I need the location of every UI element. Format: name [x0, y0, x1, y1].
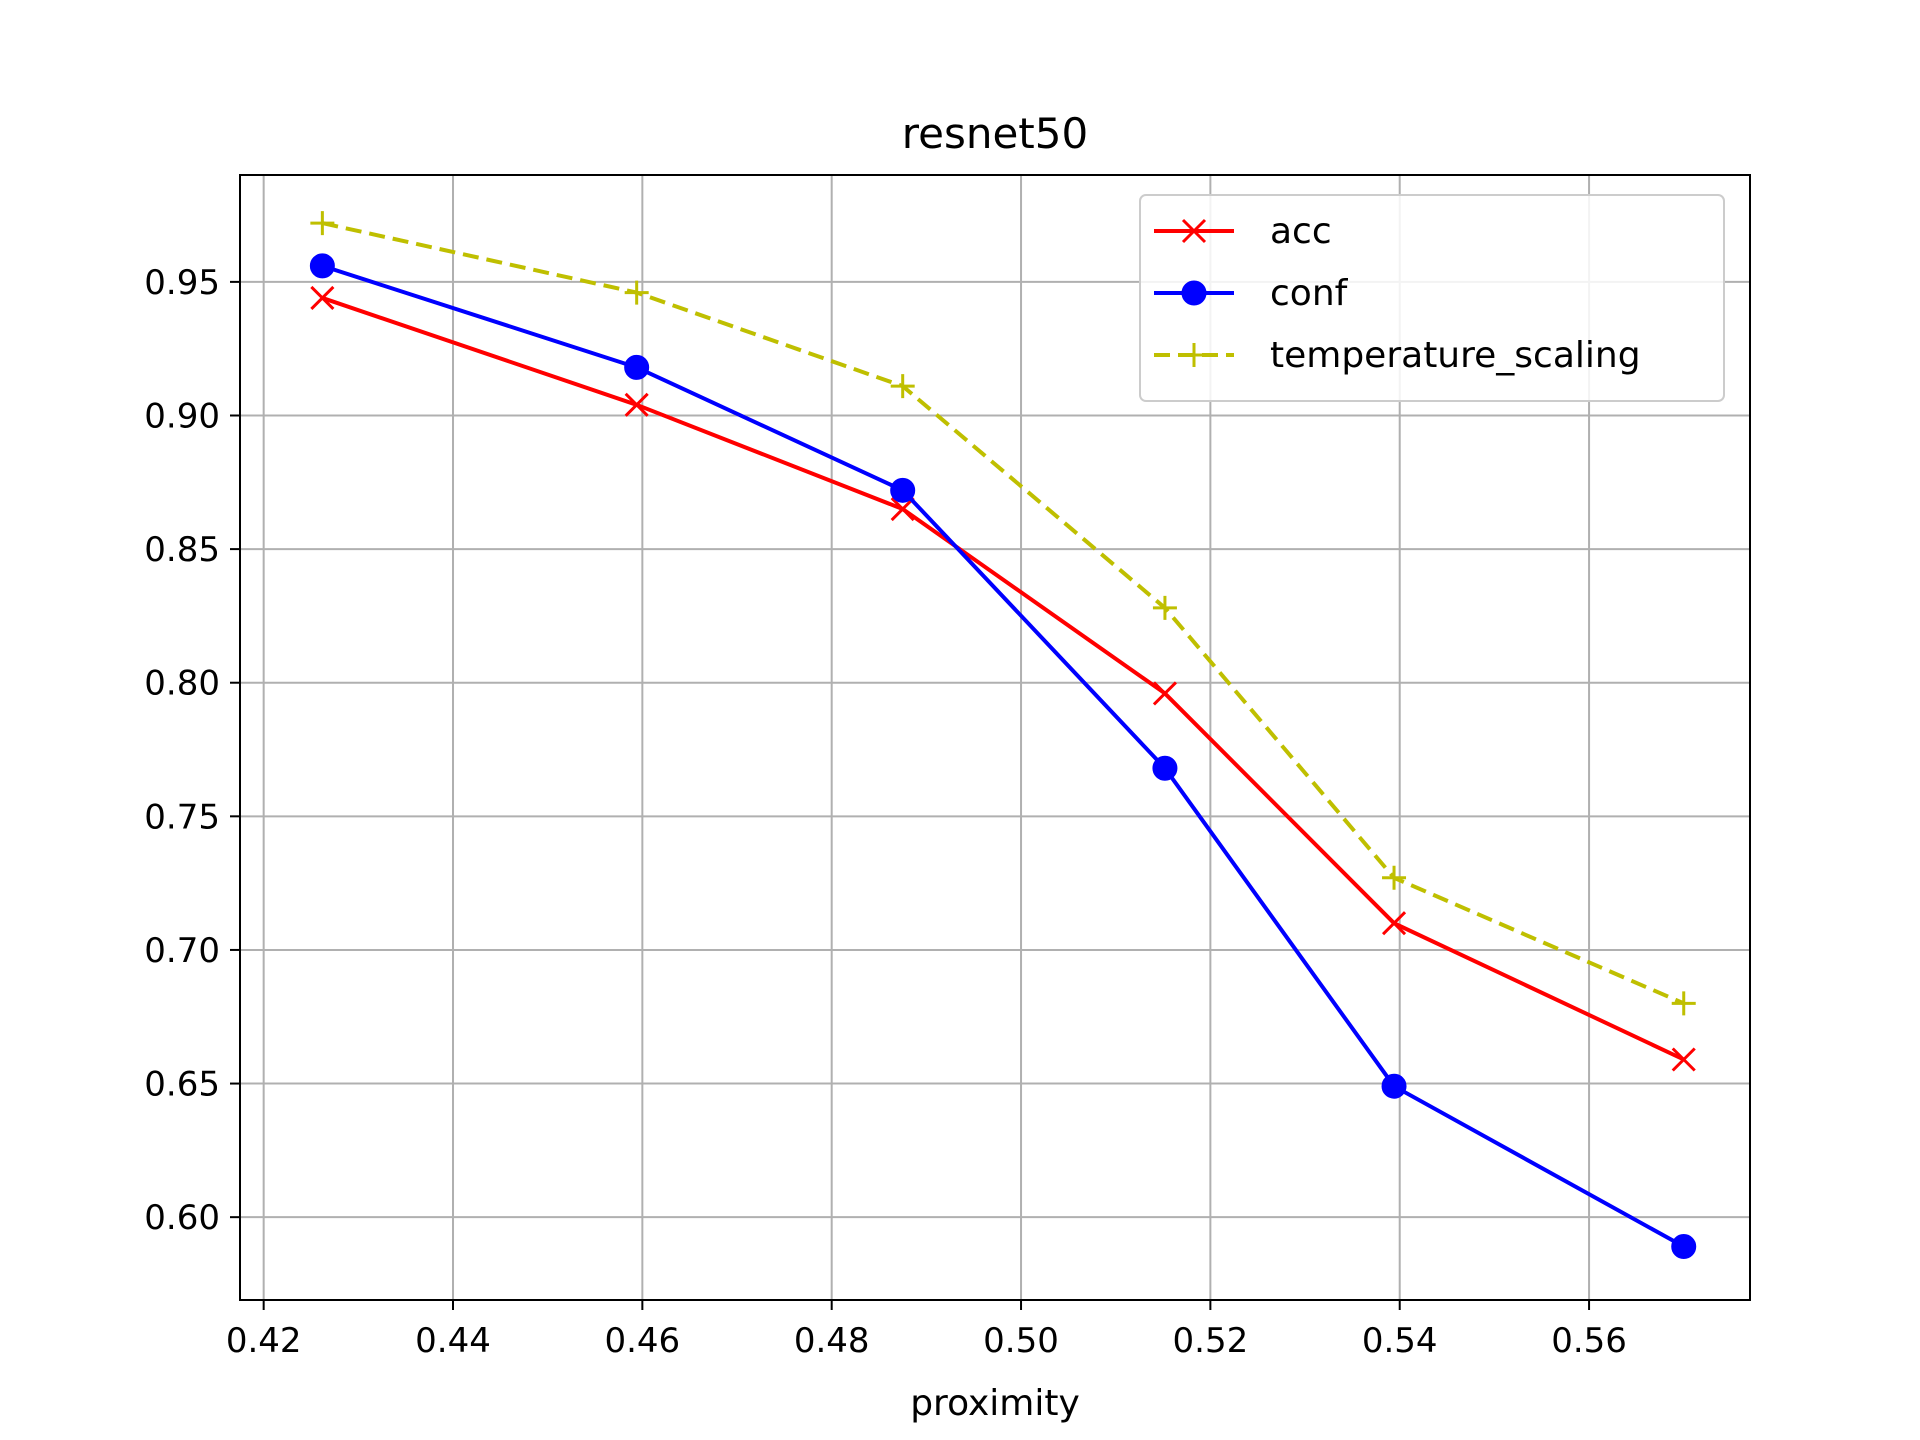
- legend-box: [1139, 194, 1725, 402]
- legend-label: acc: [1270, 211, 1332, 252]
- data-point: [1382, 865, 1407, 890]
- data-point: [1152, 595, 1177, 620]
- data-point: [890, 374, 915, 399]
- x-tick-label: 0.44: [415, 1321, 491, 1361]
- data-point: [1381, 911, 1407, 936]
- y-tick-label: 0.95: [144, 263, 220, 303]
- data-point: [624, 354, 650, 380]
- x-tick-label: 0.52: [1173, 1321, 1249, 1361]
- y-tick-label: 0.70: [144, 931, 220, 971]
- series-conf: [309, 253, 1697, 1260]
- plot-frame: [239, 174, 1751, 1301]
- x-tick-label: 0.48: [794, 1321, 870, 1361]
- series-line: [321, 296, 1685, 1062]
- y-tick-label: 0.85: [144, 530, 220, 570]
- data-point: [309, 253, 335, 279]
- plot-series: [309, 211, 1697, 1260]
- data-point: [310, 285, 335, 310]
- y-tick-label: 0.90: [144, 396, 220, 436]
- series-line: [321, 263, 1685, 1249]
- data-point: [1671, 1234, 1697, 1260]
- data-point: [624, 280, 649, 305]
- data-point: [310, 211, 335, 236]
- x-tick-label: 0.54: [1362, 1321, 1438, 1361]
- chart-title: resnet50: [902, 109, 1088, 158]
- legend-marker: [1181, 218, 1207, 244]
- y-tick-label: 0.75: [144, 797, 220, 837]
- y-tick-label: 0.80: [144, 664, 220, 704]
- x-tick-label: 0.56: [1551, 1321, 1627, 1361]
- data-point: [1671, 991, 1696, 1016]
- data-point: [890, 496, 915, 522]
- data-point: [624, 392, 649, 417]
- data-point: [1671, 1047, 1696, 1072]
- x-tick-label: 0.50: [983, 1321, 1059, 1361]
- axis-ticks: 0.42 0.44 0.46 0.48 0.50 0.52 0.54 0.56 0.60 0.65…: [144, 263, 1627, 1361]
- legend-marker: [1182, 343, 1206, 367]
- legend-label: conf: [1270, 273, 1349, 314]
- data-point: [1152, 681, 1177, 706]
- x-tick-label: 0.46: [604, 1321, 680, 1361]
- y-tick-label: 0.65: [144, 1065, 220, 1105]
- data-point: [1152, 755, 1178, 781]
- series-line: [321, 221, 1685, 1006]
- series-temperature-scaling: [310, 211, 1696, 1016]
- data-point: [1381, 1073, 1407, 1099]
- x-axis-title: proximity: [910, 1383, 1080, 1424]
- series-acc: [310, 285, 1696, 1072]
- data-point: [890, 477, 916, 503]
- legend-marker: [1181, 280, 1207, 306]
- legend-label: temperature_scaling: [1270, 335, 1641, 376]
- y-tick-label: 0.60: [144, 1198, 220, 1238]
- legend: acc conf temperature_scaling: [1139, 194, 1725, 402]
- x-tick-label: 0.42: [226, 1321, 302, 1361]
